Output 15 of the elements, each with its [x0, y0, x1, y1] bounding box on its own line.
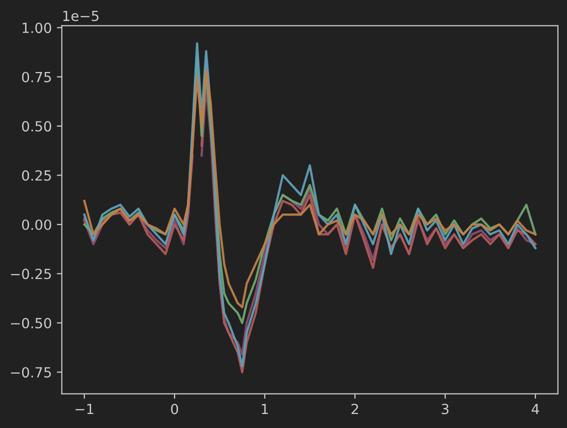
y-tick-label: −0.75 — [10, 367, 51, 378]
y-tick-label: 0.50 — [22, 121, 52, 132]
y-tick-label: 0.25 — [22, 170, 51, 181]
x-tick-label: 3 — [442, 404, 448, 414]
x-tick-label: 2 — [352, 404, 358, 414]
x-tick-label: −1 — [76, 404, 94, 414]
y-tick-label: 1.00 — [22, 22, 52, 34]
y-tick-label: 0.75 — [22, 72, 51, 82]
y-tick-label: 0.00 — [22, 219, 52, 230]
y-tick-label: −0.50 — [10, 318, 52, 328]
y-tick-label: −0.25 — [10, 268, 51, 280]
text: 1e−5 — [63, 10, 98, 22]
x-tick-label: 4 — [532, 404, 540, 414]
x-tick-label: 1 — [262, 404, 268, 414]
x-tick-label: 0 — [171, 404, 178, 414]
